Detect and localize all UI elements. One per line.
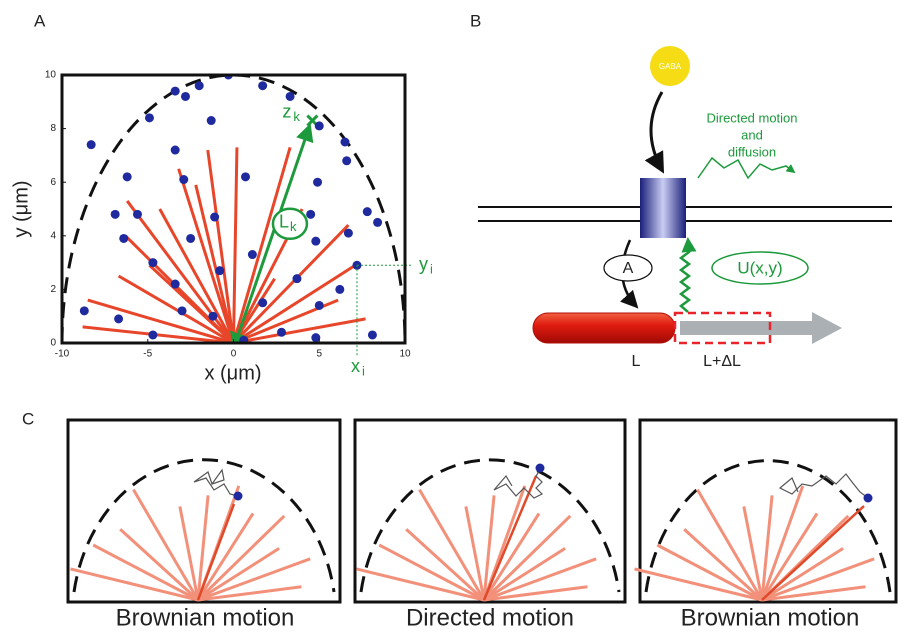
point [258, 81, 267, 90]
mini-particle [864, 494, 873, 503]
motion-text: diffusion [728, 144, 776, 159]
annotation: z [282, 101, 291, 121]
point [114, 314, 123, 323]
figure: A -10-505100246810zkLkyixi x (μm) y (μm)… [0, 0, 904, 634]
x-tick-label: 0 [231, 349, 237, 360]
point [315, 301, 324, 310]
point [373, 218, 382, 227]
caption: Brownian motion [116, 604, 295, 631]
point [171, 280, 180, 289]
point [123, 172, 132, 181]
point [148, 330, 157, 339]
mini-particle [536, 464, 545, 473]
point [363, 207, 372, 216]
point [368, 330, 377, 339]
point [306, 210, 315, 219]
point [171, 87, 180, 96]
point [171, 146, 180, 155]
filament [234, 147, 237, 343]
point [313, 178, 322, 187]
filament [533, 313, 675, 343]
point [208, 312, 217, 321]
y-tick-label: 2 [50, 284, 56, 295]
panel-label: B [470, 11, 481, 30]
growth-arrowhead [812, 312, 842, 344]
annotation: x [351, 356, 360, 376]
caption: Brownian motion [681, 604, 860, 631]
point [248, 250, 257, 259]
x-tick-label: 5 [316, 349, 322, 360]
x-tick-label: 10 [399, 349, 411, 360]
x-tick-label: -10 [55, 349, 70, 360]
point [315, 121, 324, 130]
y-tick-label: 10 [45, 70, 57, 81]
point [292, 274, 301, 283]
annotation: k [293, 109, 300, 124]
gaba-label: GABA [659, 62, 682, 71]
u-label: U(x,y) [737, 258, 782, 277]
plot-area [62, 71, 405, 345]
point [344, 229, 353, 238]
point [241, 172, 250, 181]
x-axis-label: x (μm) [204, 362, 261, 384]
point [87, 140, 96, 149]
annotation: L [279, 212, 289, 232]
point [258, 298, 267, 307]
annotation: y [419, 254, 428, 274]
l-delta-label: L+ΔL [703, 353, 741, 370]
point [215, 266, 224, 275]
y-tick-label: 0 [50, 338, 56, 349]
y-tick-label: 6 [50, 177, 56, 188]
point [111, 210, 120, 219]
point [148, 258, 157, 267]
point [186, 234, 195, 243]
y-axis-label: y (μm) [10, 180, 32, 237]
point [179, 175, 188, 184]
y-tick-label: 4 [50, 230, 56, 241]
caption: Directed motion [406, 604, 574, 631]
motion-squiggle [698, 158, 794, 178]
point [342, 156, 351, 165]
mini-panel [68, 420, 340, 602]
point [178, 306, 187, 315]
point [335, 285, 344, 294]
point [119, 234, 128, 243]
point [311, 237, 320, 246]
page: { "panel_a": { "label": "A", "type": "sc… [0, 0, 904, 634]
a-label: A [623, 260, 634, 277]
annotation: i [430, 262, 433, 277]
receptor [640, 178, 686, 238]
point [195, 81, 204, 90]
potential-arrow [681, 240, 689, 312]
mini-panel [634, 420, 896, 602]
motion-text: Directed motion [706, 110, 797, 125]
x-tick-label: -5 [143, 349, 152, 360]
point [133, 210, 142, 219]
annotation: i [362, 363, 365, 378]
point [207, 116, 216, 125]
point [340, 138, 349, 147]
y-tick-label: 8 [50, 123, 56, 134]
point [145, 113, 154, 122]
motion-text: and [741, 127, 763, 142]
mini-particle [234, 492, 243, 501]
binding-arrow [651, 92, 662, 170]
annotation: k [290, 219, 297, 234]
panel-label: A [34, 11, 46, 30]
point [277, 328, 286, 337]
panel-c [68, 420, 896, 602]
point [210, 213, 219, 222]
mini-panel [355, 420, 625, 602]
l-label: L [632, 353, 641, 370]
point [286, 92, 295, 101]
point [80, 306, 89, 315]
panel-label: C [22, 409, 34, 428]
point [181, 92, 190, 101]
